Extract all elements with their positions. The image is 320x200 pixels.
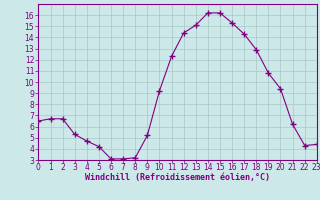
- X-axis label: Windchill (Refroidissement éolien,°C): Windchill (Refroidissement éolien,°C): [85, 173, 270, 182]
